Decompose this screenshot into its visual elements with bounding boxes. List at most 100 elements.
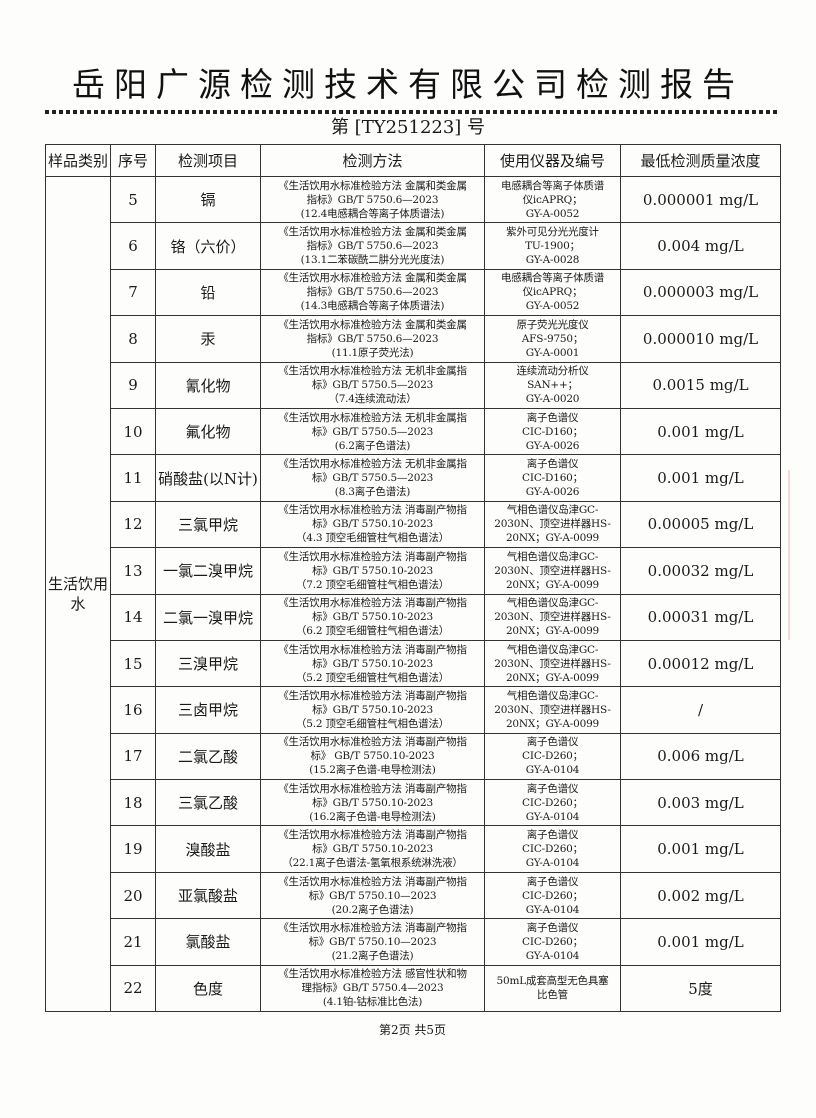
instrument-line: GY-A-0104 xyxy=(525,764,580,777)
method-line: 《生活饮用水标准检验方法 金属和类金属 xyxy=(278,318,467,331)
instrument-line: SAN++； xyxy=(527,379,578,392)
instrument-line: 离子色谱仪 xyxy=(526,829,579,842)
seq-cell: 21 xyxy=(110,918,156,966)
method-cell: 《生活饮用水标准检验方法 金属和类金属 指标》GB/T 5750.6—2023 (1… xyxy=(260,222,485,270)
table-row: 生活饮用水 5 镉《生活饮用水标准检验方法 金属和类金属 指标》GB/T 5750.6… xyxy=(45,175,781,1013)
item-cell: 色度 xyxy=(155,964,261,1013)
table-row: 19 溴酸盐 《生活饮用水标准检验方法 消毒副产物指 标》GB/T 5750.10-2… xyxy=(46,825,781,873)
table-row: 18 三氯乙酸 《生活饮用水标准检验方法 消毒副产物指 标》GB/T 5750.10-… xyxy=(46,779,781,827)
instrument-line: CIC-D260； xyxy=(522,889,583,902)
method-line: (11.1原子荧光法) xyxy=(331,346,414,359)
method-line: 《生活饮用水标准检验方法 无机非金属指 xyxy=(278,365,467,378)
method-line: 《生活饮用水标准检验方法 消毒副产物指 xyxy=(278,921,467,934)
instrument-cell: 电感耦合等离子体质谱 仪icAPRQ； GY-A-0052 xyxy=(484,268,621,317)
instrument-cell: 紫外可见分光光度计 TU-1900； GY-A-0028 xyxy=(484,222,621,270)
instrument-line: 20NX；GY-A-0099 xyxy=(505,625,600,638)
item-cell: 氟化物 xyxy=(155,407,261,456)
instrument-cell: 离子色谱仪 CIC-D160； GY-A-0026 xyxy=(484,454,621,502)
method-line: （7.2 顶空毛细管柱气相色谱法） xyxy=(295,578,450,591)
instrument-line: 仪icAPRQ； xyxy=(522,286,583,299)
instrument-line: 气相色谱仪岛津GC- xyxy=(506,643,599,656)
method-cell: 《生活饮用水标准检验方法 无机非金属指 标》GB/T 5750.5—2023 （7.… xyxy=(260,361,485,409)
instrument-line: 气相色谱仪岛津GC- xyxy=(506,597,599,610)
method-line: (12.4电感耦合等离子体质谱法) xyxy=(300,207,445,220)
column-header: 序号 xyxy=(110,144,156,177)
seq-cell: 22 xyxy=(110,964,156,1013)
item-cell: 硝酸盐(以N计) xyxy=(155,454,261,502)
method-line: （6.2 顶空毛细管柱气相色谱法） xyxy=(295,625,450,638)
table-row: 10 氟化物 《生活饮用水标准检验方法 无机非金属指 标》GB/T 5750.5—20… xyxy=(46,407,781,456)
method-cell: 《生活饮用水标准检验方法 金属和类金属 指标》GB/T 5750.6—2023 (1… xyxy=(260,268,485,317)
item-cell: 三卤甲烷 xyxy=(155,686,261,734)
table-row: 20 亚氯酸盐 《生活饮用水标准检验方法 消毒副产物指 标》GB/T 5750.10—… xyxy=(46,871,781,920)
instrument-line: CIC-D260； xyxy=(522,796,583,809)
instrument-line: 离子色谱仪 xyxy=(526,411,579,424)
item-cell: 氯酸盐 xyxy=(155,918,261,966)
concentration-cell: 0.002 mg/L xyxy=(620,871,781,920)
seq-cell: 6 xyxy=(110,222,156,270)
method-line: (13.1二苯碳酰二肼分光光度法) xyxy=(300,254,445,267)
method-line: （22.1离子色谱法-氢氧根系统淋洗液） xyxy=(282,857,463,870)
method-line: 标》GB/T 5750.5—2023 xyxy=(311,425,434,438)
method-line: 标》GB/T 5750.10-2023 xyxy=(312,518,433,531)
seq-cell: 14 xyxy=(110,593,156,641)
seq-cell: 16 xyxy=(110,686,156,734)
instrument-line: 离子色谱仪 xyxy=(526,875,579,888)
method-line: (14.3电感耦合等离子体质谱法) xyxy=(300,300,445,313)
column-header: 检测方法 xyxy=(260,144,485,177)
method-cell: 《生活饮用水标准检验方法 消毒副产物指 标》GB/T 5750.10-2023 （2… xyxy=(260,825,485,873)
instrument-line: CIC-D160； xyxy=(522,425,583,438)
instrument-line: GY-A-0052 xyxy=(525,207,580,220)
method-cell: 《生活饮用水标准检验方法 消毒副产物指 标》GB/T 5750.10-2023 (1… xyxy=(260,779,485,827)
table-row: 22 色度 《生活饮用水标准检验方法 感官性状和物 理指标》GB/T 5750.4—2… xyxy=(46,964,781,1013)
instrument-line: 气相色谱仪岛津GC- xyxy=(506,504,599,517)
method-line: 标》GB/T 5750.10-2023 xyxy=(312,564,433,577)
report-body: 样品类别 序号 检测项目 检测方法 使用仪器及编号 最低检测质量浓度 生活饮用水 5 镉《生活… xyxy=(45,144,781,1038)
instrument-line: GY-A-0020 xyxy=(525,393,580,406)
method-cell: 《生活饮用水标准检验方法 感官性状和物 理指标》GB/T 5750.4—2023(… xyxy=(260,964,485,1013)
instrument-cell: 气相色谱仪岛津GC- 2030N、顶空进样器HS- 20NX；GY-A-0099 xyxy=(484,686,621,734)
instrument-cell: 原子荧光光度仪 AFS-9750； GY-A-0001 xyxy=(484,315,621,363)
table-row: 16 三卤甲烷 《生活饮用水标准检验方法 消毒副产物指 标》GB/T 5750.10-… xyxy=(46,686,781,734)
item-cell: 氰化物 xyxy=(155,361,261,409)
method-cell: 《生活饮用水标准检验方法 消毒副产物指 标》GB/T 5750.10-2023 （4… xyxy=(260,500,485,549)
instrument-line: CIC-D260； xyxy=(522,750,583,763)
instrument-cell: 气相色谱仪岛津GC- 2030N、顶空进样器HS- 20NX；GY-A-0099 xyxy=(484,500,621,549)
method-line: 《生活饮用水标准检验方法 消毒副产物指 xyxy=(278,829,467,842)
instrument-line: 紫外可见分光光度计 xyxy=(506,226,599,239)
method-line: (4.1铂-钴标准比色法) xyxy=(322,996,423,1009)
instrument-cell: 电感耦合等离子体质谱 仪icAPRQ； GY-A-0052 xyxy=(484,175,621,224)
column-header: 样品类别 xyxy=(45,144,111,177)
method-line: (20.2离子色谱法) xyxy=(331,903,414,916)
column-header: 检测项目 xyxy=(155,144,261,177)
instrument-line: 电感耦合等离子体质谱 xyxy=(501,179,604,192)
item-cell: 汞 xyxy=(155,315,261,363)
method-line: 《生活饮用水标准检验方法 消毒副产物指 xyxy=(278,550,467,563)
table-row: 9 氰化物 《生活饮用水标准检验方法 无机非金属指 标》GB/T 5750.5—202… xyxy=(46,361,781,409)
concentration-cell: 0.006 mg/L xyxy=(620,732,781,781)
report-title: 岳阳广源检测技术有限公司检测报告 xyxy=(72,65,744,104)
method-line: （4.3 顶空毛细管柱气相色谱法） xyxy=(295,532,450,545)
table-row: 8 汞《生活饮用水标准检验方法 金属和类金属 指标》GB/T 5750.6—2023… xyxy=(46,315,781,363)
instrument-line: 2030N、顶空进样器HS- xyxy=(494,564,611,577)
method-line: 标》GB/T 5750.5—2023 xyxy=(311,472,434,485)
page-footer: 第2页 共5页 xyxy=(378,1023,447,1038)
concentration-cell: 0.00005 mg/L xyxy=(620,500,781,549)
method-line: （7.4连续流动法） xyxy=(328,393,417,406)
table-row: 6 铬（六价） 《生活饮用水标准检验方法 金属和类金属 指标》GB/T 5750.6—… xyxy=(46,222,781,270)
instrument-line: 离子色谱仪 xyxy=(526,921,579,934)
instrument-line: 气相色谱仪岛津GC- xyxy=(506,689,599,702)
method-line: 《生活饮用水标准检验方法 金属和类金属 xyxy=(278,226,467,239)
method-line: (6.2离子色谱法) xyxy=(334,439,411,452)
item-cell: 二氯乙酸 xyxy=(155,732,261,781)
method-line: 《生活饮用水标准检验方法 感官性状和物 xyxy=(278,968,467,981)
method-line: 标》GB/T 5750.10-2023 xyxy=(312,703,433,716)
instrument-line: 离子色谱仪 xyxy=(526,736,579,749)
method-line: 《生活饮用水标准检验方法 消毒副产物指 xyxy=(278,643,467,656)
seq-cell: 11 xyxy=(110,454,156,502)
method-cell: 《生活饮用水标准检验方法 消毒副产物指 标》GB/T 5750.10-2023 （7… xyxy=(260,547,485,595)
instrument-cell: 气相色谱仪岛津GC- 2030N、顶空进样器HS- 20NX；GY-A-0099 xyxy=(484,593,621,641)
instrument-line: GY-A-0001 xyxy=(525,346,580,359)
item-cell: 三溴甲烷 xyxy=(155,639,261,688)
concentration-cell: 0.00031 mg/L xyxy=(620,593,781,641)
